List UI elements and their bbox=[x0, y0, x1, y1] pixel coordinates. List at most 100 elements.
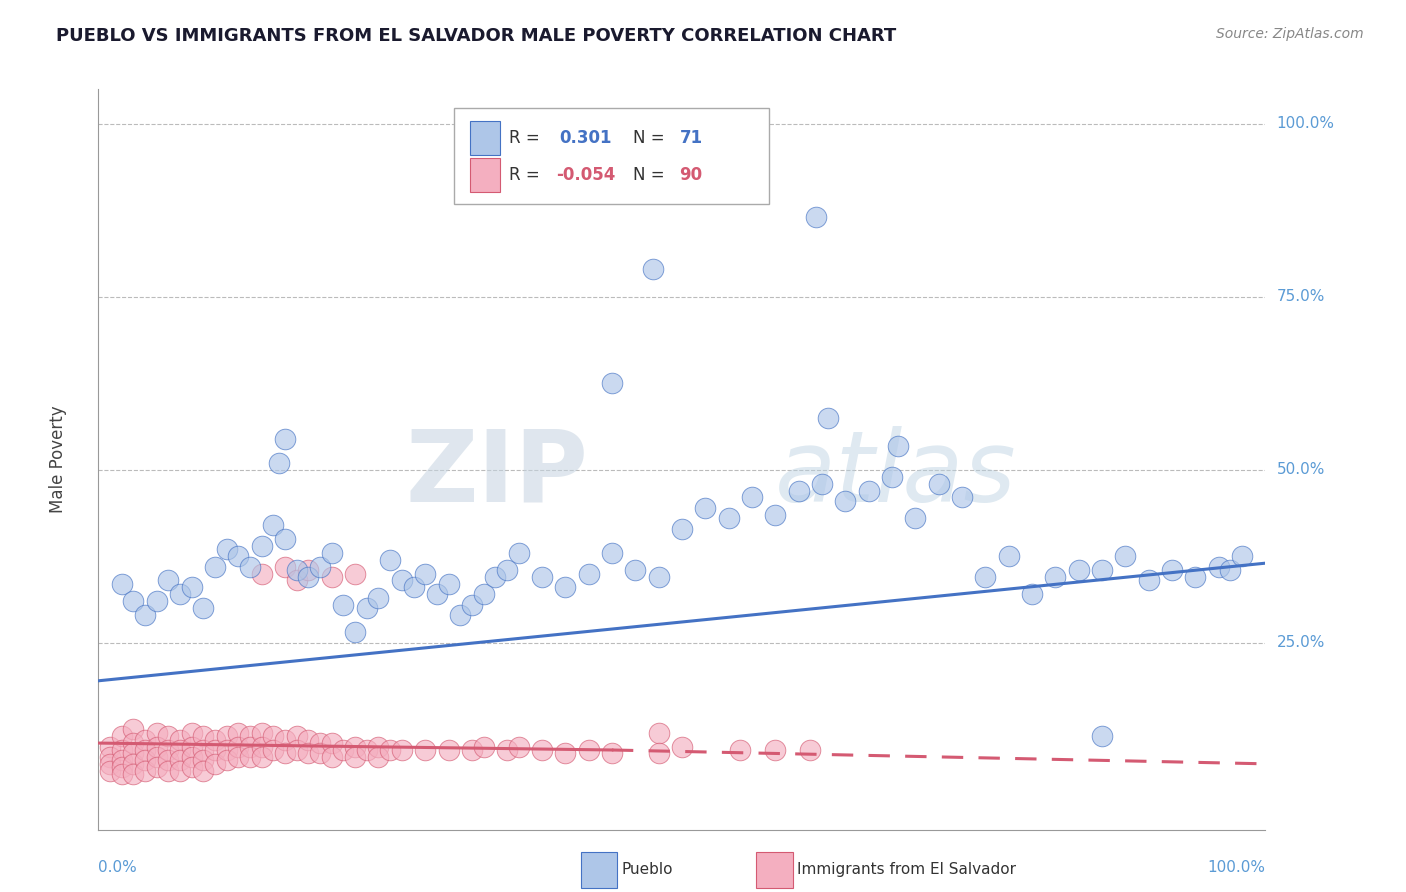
Point bbox=[111, 753, 134, 767]
Point bbox=[228, 549, 250, 564]
Point bbox=[274, 747, 297, 761]
Point bbox=[1091, 563, 1114, 577]
Point bbox=[1091, 729, 1114, 743]
Point bbox=[817, 410, 839, 425]
Point bbox=[695, 500, 717, 515]
Point bbox=[297, 747, 319, 761]
Text: -0.054: -0.054 bbox=[555, 167, 616, 185]
Point bbox=[344, 566, 367, 581]
Text: PUEBLO VS IMMIGRANTS FROM EL SALVADOR MALE POVERTY CORRELATION CHART: PUEBLO VS IMMIGRANTS FROM EL SALVADOR MA… bbox=[56, 27, 897, 45]
Text: 50.0%: 50.0% bbox=[1277, 462, 1324, 477]
Point bbox=[1230, 549, 1253, 564]
Point bbox=[193, 601, 215, 615]
Text: 0.301: 0.301 bbox=[560, 129, 612, 147]
Point bbox=[472, 587, 495, 601]
Point bbox=[600, 747, 623, 761]
Point bbox=[134, 753, 156, 767]
Point bbox=[1184, 570, 1206, 584]
Point bbox=[380, 552, 402, 566]
Point bbox=[262, 729, 284, 743]
Text: 71: 71 bbox=[679, 129, 703, 147]
Point bbox=[98, 756, 121, 771]
Point bbox=[122, 767, 145, 781]
Point bbox=[344, 750, 367, 764]
Point bbox=[763, 743, 786, 757]
Point bbox=[228, 750, 250, 764]
Point bbox=[285, 563, 308, 577]
Point bbox=[122, 594, 145, 608]
Point bbox=[215, 542, 238, 557]
Point bbox=[204, 743, 226, 757]
Point bbox=[741, 491, 763, 505]
Point bbox=[426, 587, 449, 601]
Point bbox=[193, 764, 215, 778]
Point bbox=[887, 438, 910, 452]
Point bbox=[858, 483, 880, 498]
Point bbox=[157, 574, 180, 588]
Point bbox=[239, 750, 262, 764]
Point bbox=[122, 756, 145, 771]
Point bbox=[180, 581, 202, 595]
Point bbox=[98, 739, 121, 754]
Point bbox=[578, 566, 600, 581]
Text: Source: ZipAtlas.com: Source: ZipAtlas.com bbox=[1216, 27, 1364, 41]
Point bbox=[811, 476, 834, 491]
Point bbox=[250, 739, 273, 754]
Point bbox=[134, 764, 156, 778]
Point bbox=[169, 732, 191, 747]
Point bbox=[344, 739, 367, 754]
Point bbox=[799, 743, 821, 757]
Point bbox=[624, 563, 647, 577]
Point bbox=[508, 739, 530, 754]
Point bbox=[297, 570, 319, 584]
Point bbox=[321, 736, 343, 750]
Point bbox=[309, 747, 332, 761]
Point bbox=[413, 743, 436, 757]
Point bbox=[1219, 563, 1241, 577]
Point bbox=[309, 736, 332, 750]
FancyBboxPatch shape bbox=[470, 121, 501, 155]
Text: N =: N = bbox=[633, 129, 665, 147]
Point bbox=[262, 518, 284, 533]
Point bbox=[554, 747, 576, 761]
Point bbox=[239, 739, 262, 754]
Point bbox=[169, 587, 191, 601]
Text: 100.0%: 100.0% bbox=[1208, 860, 1265, 875]
Point bbox=[787, 483, 810, 498]
Point bbox=[111, 767, 134, 781]
Text: 75.0%: 75.0% bbox=[1277, 289, 1324, 304]
Point bbox=[880, 469, 903, 483]
Point bbox=[1114, 549, 1136, 564]
Point bbox=[204, 756, 226, 771]
Point bbox=[98, 764, 121, 778]
Point bbox=[472, 739, 495, 754]
Point bbox=[250, 539, 273, 553]
Point bbox=[484, 570, 506, 584]
Point bbox=[437, 743, 460, 757]
Text: R =: R = bbox=[509, 129, 540, 147]
Point bbox=[321, 750, 343, 764]
Point bbox=[1045, 570, 1067, 584]
Point bbox=[193, 729, 215, 743]
Point bbox=[239, 729, 262, 743]
Point bbox=[285, 574, 308, 588]
Point bbox=[111, 743, 134, 757]
Point bbox=[600, 546, 623, 560]
Point bbox=[274, 532, 297, 546]
Point bbox=[730, 743, 752, 757]
Point bbox=[111, 577, 134, 591]
Point bbox=[239, 559, 262, 574]
Text: 0.0%: 0.0% bbox=[98, 860, 138, 875]
Point bbox=[332, 743, 354, 757]
Point bbox=[834, 494, 856, 508]
Text: Pueblo: Pueblo bbox=[621, 863, 673, 877]
Point bbox=[578, 743, 600, 757]
Point bbox=[169, 764, 191, 778]
Point bbox=[250, 725, 273, 739]
Point bbox=[332, 598, 354, 612]
Point bbox=[380, 743, 402, 757]
Point bbox=[804, 211, 827, 225]
Point bbox=[250, 566, 273, 581]
Point bbox=[461, 743, 484, 757]
Point bbox=[647, 570, 669, 584]
